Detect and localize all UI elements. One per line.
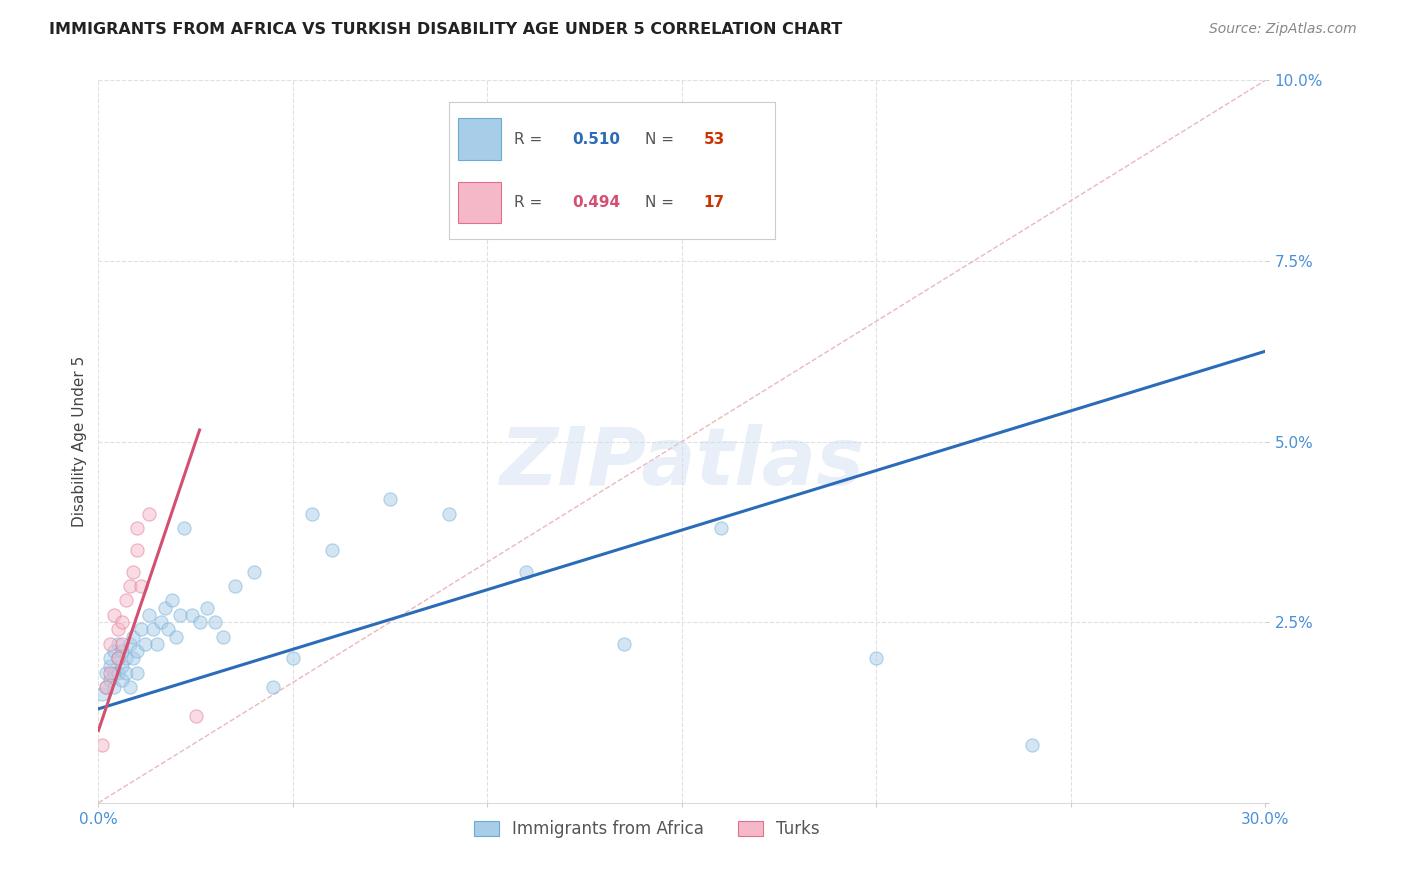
Point (96, 680, 118, 694)
Point (262, 680, 284, 694)
Point (91, 738, 114, 752)
Point (138, 607, 160, 622)
Point (437, 507, 460, 521)
Point (162, 593, 184, 607)
Point (165, 630, 187, 644)
Point (157, 623, 180, 637)
Point (122, 565, 145, 579)
Point (111, 658, 134, 673)
Point (169, 607, 191, 622)
Point (122, 630, 145, 644)
Point (224, 579, 246, 593)
Point (129, 623, 152, 637)
Point (180, 607, 202, 622)
Point (107, 651, 129, 665)
Point (96, 665, 118, 680)
Point (142, 623, 165, 637)
Point (129, 579, 152, 593)
Point (98, 673, 121, 687)
Point (107, 637, 129, 651)
Point (118, 637, 141, 651)
Point (281, 651, 304, 665)
Point (127, 665, 149, 680)
Point (114, 651, 136, 665)
Point (111, 615, 134, 630)
Point (103, 665, 125, 680)
Point (184, 709, 207, 723)
Point (118, 680, 141, 694)
Point (111, 673, 134, 687)
Point (127, 521, 149, 535)
Point (153, 600, 176, 615)
Point (107, 665, 129, 680)
Point (107, 623, 129, 637)
Point (111, 644, 134, 658)
Point (98, 651, 121, 665)
Text: Source: ZipAtlas.com: Source: ZipAtlas.com (1209, 22, 1357, 37)
Point (127, 542, 149, 557)
Point (146, 637, 169, 651)
Text: ZIPatlas: ZIPatlas (499, 425, 865, 502)
Point (188, 615, 211, 630)
Point (118, 579, 141, 593)
Point (98, 637, 121, 651)
Point (1021, 738, 1043, 752)
Legend: Immigrants from Africa, Turks: Immigrants from Africa, Turks (467, 814, 827, 845)
Point (380, 492, 402, 507)
Point (103, 644, 125, 658)
Point (173, 521, 195, 535)
Y-axis label: Disability Age Under 5: Disability Age Under 5 (72, 356, 87, 527)
Point (710, 521, 733, 535)
Point (107, 651, 129, 665)
Point (91, 687, 114, 701)
Point (515, 565, 537, 579)
Point (103, 607, 125, 622)
Point (134, 637, 156, 651)
Point (114, 665, 136, 680)
Point (98, 665, 121, 680)
Point (204, 615, 226, 630)
Point (301, 507, 323, 521)
Point (98, 658, 121, 673)
Point (321, 542, 343, 557)
Point (149, 615, 172, 630)
Point (212, 630, 235, 644)
Point (865, 651, 887, 665)
Point (111, 637, 134, 651)
Point (103, 680, 125, 694)
Point (96, 680, 118, 694)
Point (122, 651, 145, 665)
Point (114, 593, 136, 607)
Point (195, 600, 218, 615)
Point (243, 565, 266, 579)
Point (613, 637, 636, 651)
Point (138, 507, 160, 521)
Point (127, 644, 149, 658)
Text: IMMIGRANTS FROM AFRICA VS TURKISH DISABILITY AGE UNDER 5 CORRELATION CHART: IMMIGRANTS FROM AFRICA VS TURKISH DISABI… (49, 22, 842, 37)
